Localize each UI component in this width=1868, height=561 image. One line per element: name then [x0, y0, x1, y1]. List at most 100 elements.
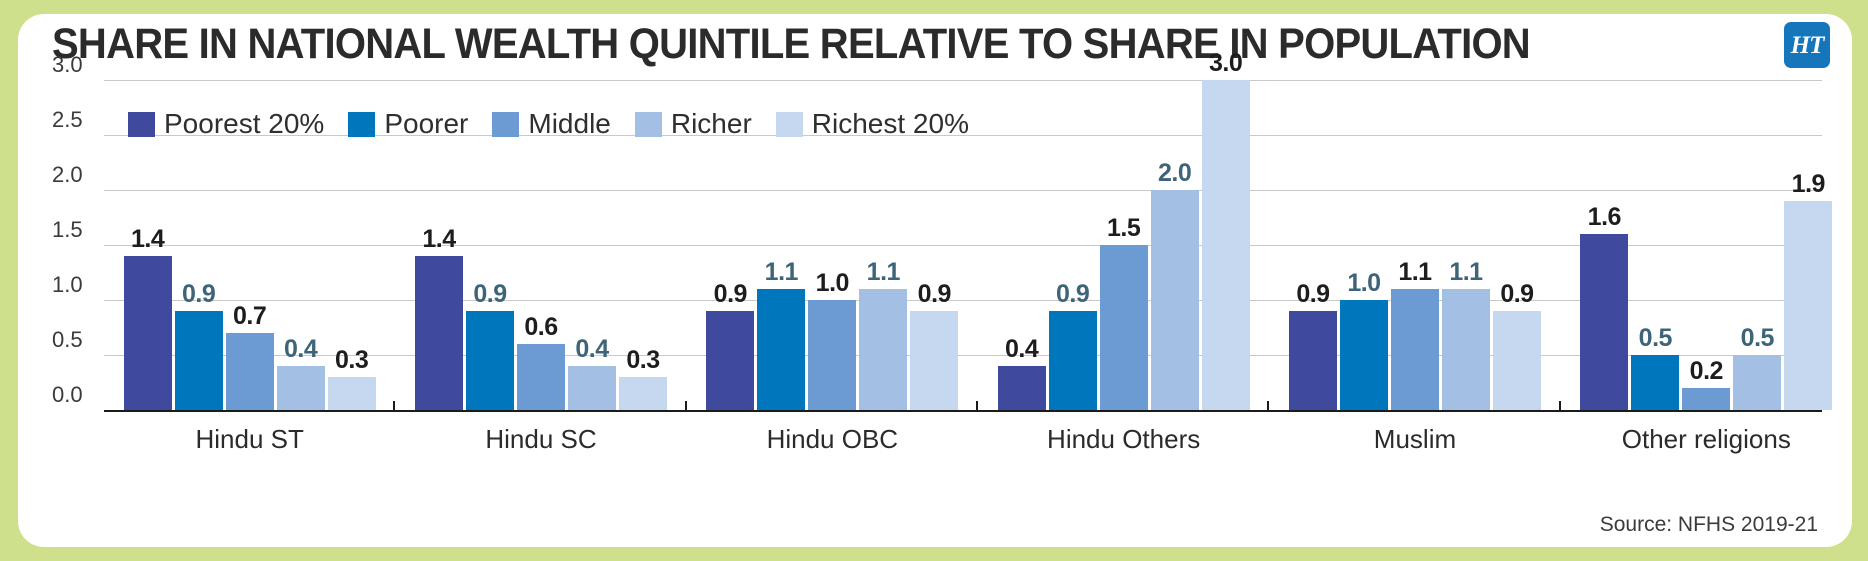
- y-axis-tick-label: 1.0: [52, 272, 83, 297]
- bar-slot: 0.4: [276, 80, 325, 410]
- bar-slot: 0.9: [174, 80, 223, 410]
- bar[interactable]: 1.9: [1784, 170, 1833, 410]
- bar-slot: 0.6: [516, 80, 565, 410]
- legend-item[interactable]: Poorest 20%: [128, 108, 324, 140]
- bar-slot: 0.2: [1682, 80, 1731, 410]
- bar-value-label: 0.7: [233, 302, 267, 330]
- bar-value-label: 0.3: [335, 346, 369, 374]
- bar-slot: 0.9: [465, 80, 514, 410]
- legend-item[interactable]: Middle: [492, 108, 611, 140]
- bar-value-label: 0.2: [1689, 357, 1724, 385]
- bar-value-label: 0.4: [284, 335, 318, 363]
- bar-slot: 0.5: [1733, 80, 1782, 410]
- x-axis-category-label: Hindu ST: [104, 401, 396, 460]
- legend-item[interactable]: Poorer: [348, 108, 468, 140]
- bar[interactable]: 1.4: [414, 225, 463, 410]
- legend-swatch-icon: [348, 111, 376, 137]
- gridline: [104, 135, 1822, 136]
- bar-slot: 0.9: [1048, 80, 1097, 410]
- legend-item[interactable]: Richest 20%: [775, 108, 969, 140]
- legend-label: Richest 20%: [811, 108, 969, 139]
- gridline: [104, 245, 1822, 246]
- gridline: [104, 355, 1822, 356]
- x-axis-category-label: Other religions: [1621, 424, 1791, 454]
- bar[interactable]: 0.9: [706, 280, 755, 410]
- bar[interactable]: 0.9: [910, 280, 959, 410]
- bar[interactable]: 0.3: [618, 346, 667, 410]
- bar[interactable]: 0.9: [1288, 280, 1337, 410]
- x-axis: Hindu ST Hindu SC Hindu OBC Hindu Others Mus…: [104, 401, 1852, 460]
- bar[interactable]: 1.0: [1339, 269, 1388, 410]
- bar-slot: 1.6: [1580, 80, 1629, 410]
- bar[interactable]: 0.4: [276, 335, 325, 410]
- bar-value-label: 0.5: [1638, 324, 1673, 352]
- bar[interactable]: 1.1: [1441, 258, 1490, 410]
- bar-value-label: 0.9: [182, 280, 216, 308]
- x-axis-category-label: Hindu SC: [395, 401, 687, 460]
- gridline: [104, 80, 1822, 81]
- legend-label: Poorer: [384, 108, 469, 139]
- bar-slot: 1.4: [414, 80, 463, 410]
- bar[interactable]: 1.1: [859, 258, 908, 410]
- bar-value-label: 1.1: [1398, 258, 1432, 286]
- bar-group-inner: 1.4 0.9 0.6 0.4 0.3: [395, 80, 686, 410]
- bar-value-label: 0.5: [1740, 324, 1775, 352]
- bar[interactable]: 0.9: [1492, 280, 1541, 410]
- bar[interactable]: 1.4: [123, 225, 172, 410]
- bar-group-inner: 0.9 1.1 1.0 1.1 0.9: [687, 80, 978, 410]
- bar-value-label: 0.6: [524, 313, 558, 341]
- bar-value-label: 3.0: [1209, 49, 1243, 77]
- y-axis-tick-label: 0.0: [52, 382, 83, 407]
- bar-group: 1.6 0.5 0.2 0.5 1.9: [1561, 80, 1852, 410]
- bar-value-label: 0.9: [1296, 280, 1330, 308]
- bar-slot: 1.9: [1784, 80, 1833, 410]
- bar[interactable]: 0.4: [567, 335, 616, 410]
- bar-value-label: 2.0: [1158, 159, 1192, 187]
- bar[interactable]: 0.5: [1733, 324, 1782, 410]
- bar-value-label: 1.5: [1107, 214, 1141, 242]
- bar-value-label: 1.1: [866, 258, 901, 286]
- bar[interactable]: 1.1: [757, 258, 806, 410]
- bar-slot: 0.9: [706, 80, 755, 410]
- chart-legend: Poorest 20% Poorer Middle Richer Richest 20%: [128, 108, 993, 140]
- bar[interactable]: 0.9: [1048, 280, 1097, 410]
- axis-baseline: [104, 410, 1822, 412]
- bar-value-label: 1.0: [815, 269, 850, 297]
- bar[interactable]: 1.1: [1390, 258, 1439, 410]
- bar-value-label: 1.0: [1347, 269, 1381, 297]
- bar[interactable]: 1.5: [1099, 214, 1148, 410]
- bar[interactable]: 0.3: [327, 346, 376, 410]
- bar-slot: 1.1: [1441, 80, 1490, 410]
- bar[interactable]: 0.9: [174, 280, 223, 410]
- bar-value-label: 0.9: [713, 280, 748, 308]
- y-axis: 0.0 0.5 1.0 1.5 2.0 2.5 3.0: [52, 52, 104, 410]
- bar-slot: 0.3: [618, 80, 667, 410]
- bar[interactable]: 3.0: [1201, 49, 1250, 410]
- bar-slot: 0.4: [997, 80, 1046, 410]
- bar-value-label: 0.3: [626, 346, 660, 374]
- legend-label: Poorest 20%: [164, 108, 325, 139]
- bar[interactable]: 2.0: [1150, 159, 1199, 410]
- bar-slot: 1.5: [1099, 80, 1148, 410]
- bar[interactable]: 0.2: [1682, 357, 1731, 410]
- legend-label: Richer: [670, 108, 752, 139]
- chart-plot-area: 0.0 0.5 1.0 1.5 2.0 2.5 3.0: [52, 52, 1822, 412]
- bar-value-label: 1.4: [131, 225, 165, 253]
- bar-slot: 1.0: [808, 80, 857, 410]
- bar[interactable]: 1.6: [1580, 203, 1629, 410]
- bar[interactable]: 0.6: [516, 313, 565, 410]
- bar[interactable]: 0.5: [1631, 324, 1680, 410]
- bar-value-label: 0.9: [1056, 280, 1090, 308]
- bar-group: 1.4 0.9 0.6 0.4 0.3: [395, 80, 686, 410]
- legend-swatch-icon: [775, 111, 803, 137]
- bar[interactable]: 0.9: [465, 280, 514, 410]
- bar-value-label: 1.1: [764, 258, 799, 286]
- legend-item[interactable]: Richer: [634, 108, 752, 140]
- bar[interactable]: 1.0: [808, 269, 857, 410]
- bar[interactable]: 0.7: [225, 302, 274, 410]
- bar-group-inner: 1.4 0.9 0.7 0.4 0.3: [104, 80, 395, 410]
- bar-slot: 3.0: [1201, 49, 1250, 410]
- bar[interactable]: 0.4: [997, 335, 1046, 410]
- bar-group: 0.4 0.9 1.5 2.0 3.0: [978, 49, 1269, 410]
